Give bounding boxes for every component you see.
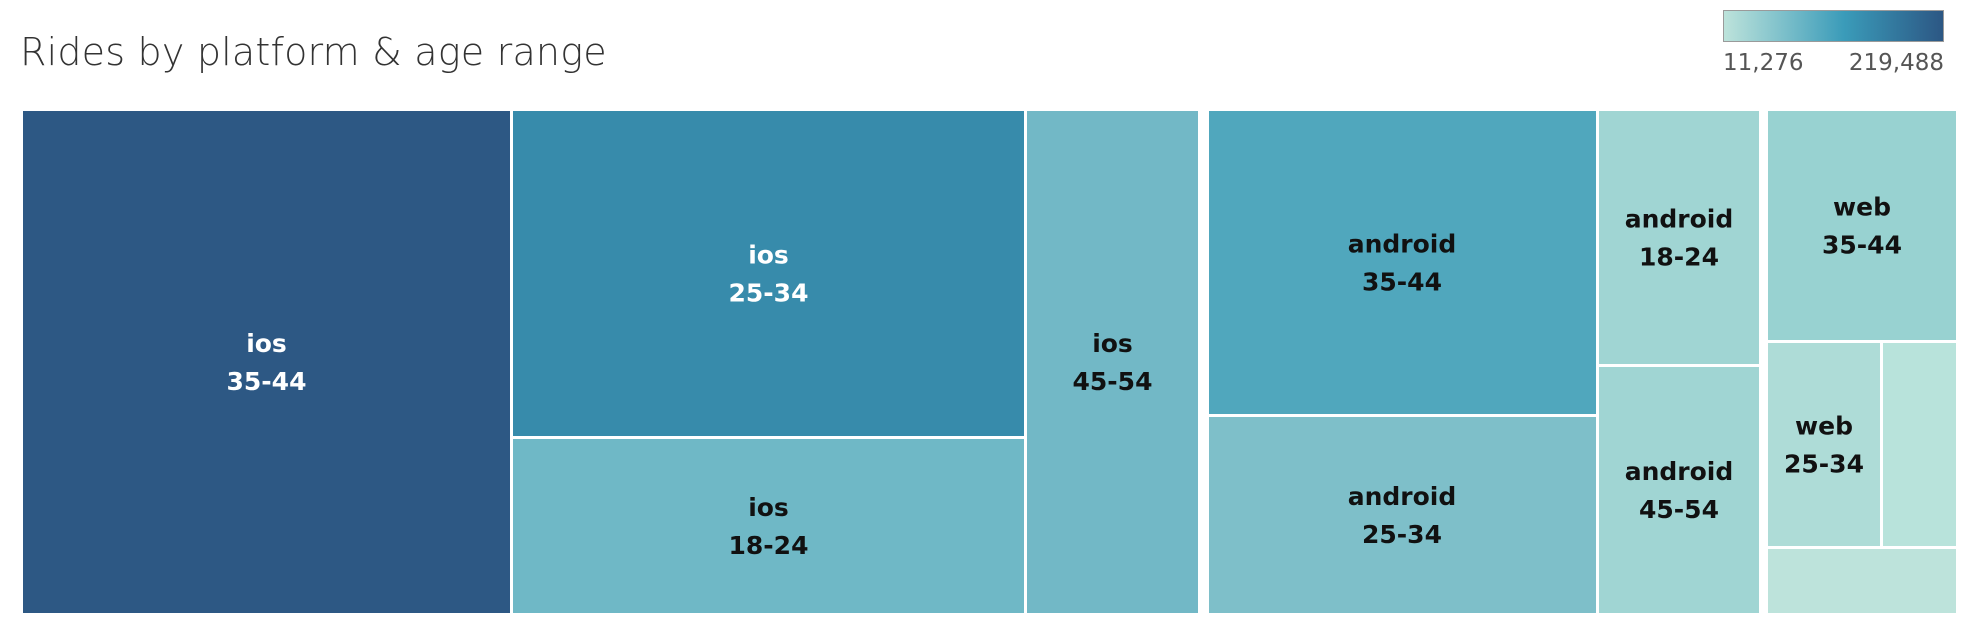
- treemap-tile-platform-label: ios: [246, 329, 287, 358]
- treemap-group-ios: ios 35-44 ios 25-34 ios 18-24 ios 45-54: [21, 109, 1200, 615]
- treemap-tile-age-label: 35-44: [1362, 268, 1442, 297]
- treemap-tile-web-tile-2[interactable]: [1881, 341, 1958, 548]
- treemap-tile-web-35-44[interactable]: [1766, 109, 1958, 342]
- treemap-tile-age-label: 25-34: [729, 279, 809, 308]
- treemap-tile-android-18-24[interactable]: [1597, 109, 1761, 366]
- treemap-tile-platform-label: android: [1625, 205, 1734, 234]
- group-divider: [1203, 110, 1209, 614]
- treemap-tile-web-25-34[interactable]: [1766, 341, 1882, 548]
- treemap-tile-age-label: 18-24: [729, 531, 809, 560]
- group-divider: [1762, 110, 1768, 614]
- color-legend-gradient: [1723, 10, 1944, 42]
- treemap-tile-android-45-54[interactable]: [1597, 365, 1761, 615]
- treemap-tile-age-label: 35-44: [1822, 231, 1902, 260]
- chart-title: Rides by platform & age range: [20, 30, 607, 74]
- treemap-tile-ios-18-24[interactable]: [511, 437, 1026, 615]
- color-legend-min-label: 11,276: [1723, 50, 1804, 76]
- treemap-tile-platform-label: web: [1833, 193, 1891, 222]
- treemap-tile-age-label: 18-24: [1639, 243, 1719, 272]
- treemap-tile-age-label: 25-34: [1784, 450, 1864, 479]
- treemap-tile-web-tile-3[interactable]: [1766, 547, 1958, 615]
- treemap-tile-age-label: 35-44: [227, 367, 307, 396]
- treemap-tile-platform-label: android: [1348, 230, 1457, 259]
- treemap-tile-ios-45-54[interactable]: [1025, 109, 1200, 615]
- treemap-tile-platform-label: ios: [1092, 329, 1133, 358]
- treemap-tile-platform-label: android: [1348, 482, 1457, 511]
- treemap-tile-ios-35-44[interactable]: [21, 109, 512, 615]
- treemap-tile-platform-label: android: [1625, 457, 1734, 486]
- treemap-tile-age-label: 25-34: [1362, 520, 1442, 549]
- treemap-tile-platform-label: web: [1795, 412, 1853, 441]
- treemap-tile-platform-label: ios: [748, 241, 789, 270]
- treemap-tile-android-35-44[interactable]: [1206, 109, 1598, 416]
- treemap-tile-age-label: 45-54: [1639, 495, 1719, 524]
- treemap-group-web: web 35-44 web 25-34: [1766, 109, 1958, 615]
- color-legend: 11,276 219,488: [1723, 10, 1944, 80]
- treemap-tile-platform-label: ios: [748, 493, 789, 522]
- treemap-tile-android-25-34[interactable]: [1206, 415, 1598, 615]
- treemap-group-android: android 35-44 android 25-34 android 18-24 andr…: [1206, 109, 1761, 615]
- treemap-tile-ios-25-34[interactable]: [511, 109, 1026, 438]
- treemap-tile-age-label: 45-54: [1073, 367, 1153, 396]
- color-legend-max-label: 219,488: [1848, 50, 1944, 76]
